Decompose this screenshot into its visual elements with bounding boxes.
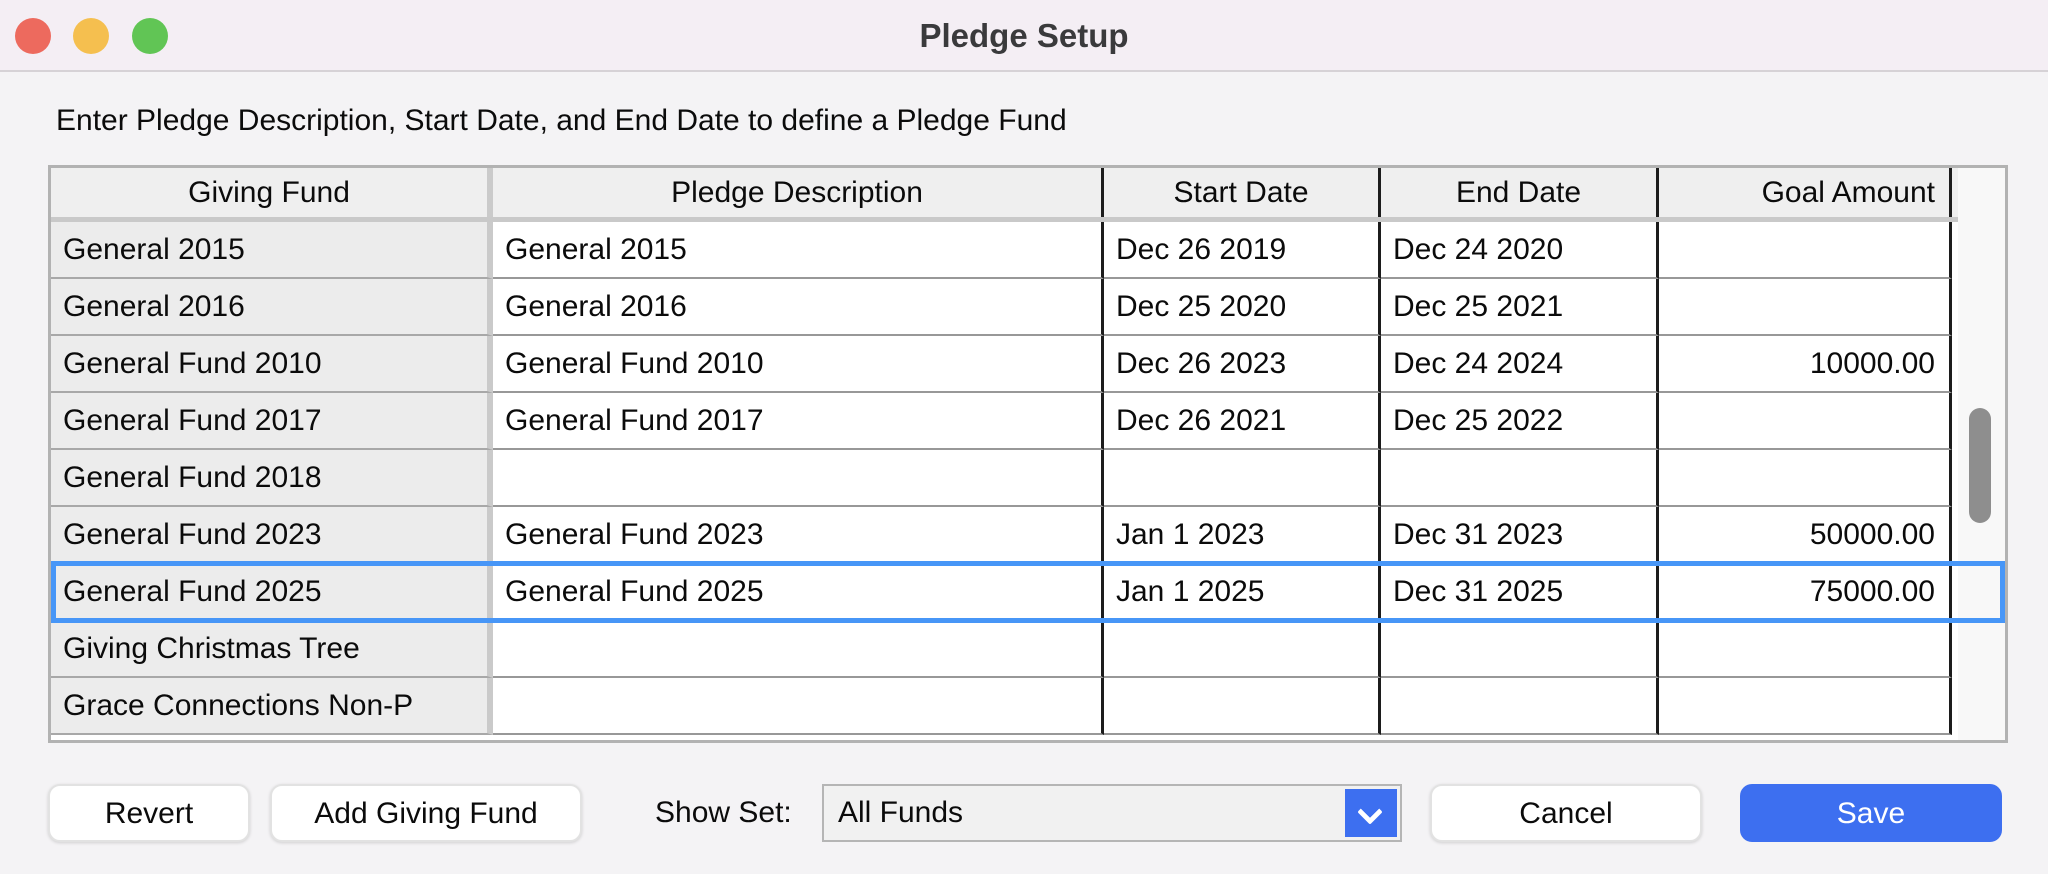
add-giving-fund-button[interactable]: Add Giving Fund — [270, 784, 582, 842]
column-header-giving-fund: Giving Fund — [51, 168, 493, 217]
chevron-down-icon — [1357, 799, 1383, 825]
cell-start-date[interactable] — [1104, 450, 1381, 507]
cell-pledge-description[interactable] — [493, 678, 1104, 735]
cell-goal-amount[interactable] — [1659, 621, 1952, 678]
cell-goal-amount[interactable] — [1659, 222, 1952, 279]
cell-pledge-description[interactable]: General 2015 — [493, 222, 1104, 279]
cancel-button[interactable]: Cancel — [1430, 784, 1702, 842]
cell-start-date[interactable] — [1104, 678, 1381, 735]
cell-end-date[interactable]: Dec 25 2021 — [1381, 279, 1659, 336]
cell-goal-amount[interactable]: 10000.00 — [1659, 336, 1952, 393]
cell-end-date[interactable]: Dec 25 2022 — [1381, 393, 1659, 450]
cell-pledge-description[interactable]: General Fund 2025 — [493, 564, 1104, 621]
cell-goal-amount[interactable] — [1659, 393, 1952, 450]
column-header-end-date: End Date — [1381, 168, 1659, 217]
pledge-table: Giving Fund Pledge Description Start Dat… — [48, 165, 2008, 743]
column-header-pledge-description: Pledge Description — [493, 168, 1104, 217]
show-set-selected-value: All Funds — [838, 796, 964, 829]
cell-start-date[interactable]: Dec 26 2021 — [1104, 393, 1381, 450]
cell-end-date[interactable] — [1381, 621, 1659, 678]
cell-end-date[interactable]: Dec 31 2023 — [1381, 507, 1659, 564]
cell-giving-fund[interactable]: General Fund 2023 — [51, 507, 493, 564]
cell-goal-amount[interactable]: 75000.00 — [1659, 564, 1952, 621]
table-body: General 2015 General 2015 Dec 26 2019 Dec 2… — [51, 222, 2005, 735]
cell-end-date[interactable]: Dec 31 2025 — [1381, 564, 1659, 621]
cell-goal-amount[interactable] — [1659, 279, 1952, 336]
show-set-dropdown[interactable]: All Funds — [822, 784, 1402, 842]
revert-button[interactable]: Revert — [48, 784, 250, 842]
cell-start-date[interactable]: Dec 25 2020 — [1104, 279, 1381, 336]
table-row[interactable]: General 2015 General 2015 Dec 26 2019 Dec 2… — [51, 222, 2005, 279]
column-header-goal-amount: Goal Amount — [1659, 168, 1952, 217]
table-row[interactable]: Giving Christmas Tree — [51, 621, 2005, 678]
cell-pledge-description[interactable]: General 2016 — [493, 279, 1104, 336]
cell-start-date[interactable] — [1104, 621, 1381, 678]
cell-start-date[interactable]: Dec 26 2023 — [1104, 336, 1381, 393]
column-header-start-date: Start Date — [1104, 168, 1381, 217]
table-row[interactable]: General Fund 2018 — [51, 450, 2005, 507]
dialog-titlebar: Pledge Setup — [0, 0, 2048, 72]
cell-start-date[interactable]: Jan 1 2023 — [1104, 507, 1381, 564]
cell-end-date[interactable] — [1381, 450, 1659, 507]
cell-goal-amount[interactable] — [1659, 678, 1952, 735]
cell-giving-fund[interactable]: General 2015 — [51, 222, 493, 279]
minimize-button[interactable] — [73, 18, 109, 54]
footer-bar: Revert Add Giving Fund Show Set: All Fun… — [0, 784, 2048, 844]
table-row[interactable]: General Fund 2023 General Fund 2023 Jan 1 … — [51, 507, 2005, 564]
cell-giving-fund[interactable]: General 2016 — [51, 279, 493, 336]
cell-giving-fund[interactable]: General Fund 2018 — [51, 450, 493, 507]
cell-giving-fund[interactable]: Giving Christmas Tree — [51, 621, 493, 678]
table-row-selected[interactable]: General Fund 2025 General Fund 2025 Jan 1 … — [51, 561, 2005, 623]
cell-end-date[interactable]: Dec 24 2020 — [1381, 222, 1659, 279]
cell-pledge-description[interactable] — [493, 450, 1104, 507]
table-header-row: Giving Fund Pledge Description Start Dat… — [51, 168, 2005, 222]
cell-end-date[interactable]: Dec 24 2024 — [1381, 336, 1659, 393]
cell-pledge-description[interactable]: General Fund 2017 — [493, 393, 1104, 450]
window-title: Pledge Setup — [919, 17, 1129, 54]
cell-start-date[interactable]: Dec 26 2019 — [1104, 222, 1381, 279]
table-row[interactable]: General Fund 2010 General Fund 2010 Dec 26… — [51, 336, 2005, 393]
vertical-scrollbar-track[interactable] — [1958, 168, 2005, 740]
table-row[interactable]: General Fund 2017 General Fund 2017 Dec 26… — [51, 393, 2005, 450]
cell-pledge-description[interactable]: General Fund 2010 — [493, 336, 1104, 393]
cell-giving-fund[interactable]: General Fund 2025 — [51, 564, 493, 621]
zoom-button[interactable] — [132, 18, 168, 54]
cell-pledge-description[interactable]: General Fund 2023 — [493, 507, 1104, 564]
table-row[interactable]: General 2016 General 2016 Dec 25 2020 Dec 2… — [51, 279, 2005, 336]
cell-giving-fund[interactable]: Grace Connections Non-P — [51, 678, 493, 735]
show-set-label: Show Set: — [655, 796, 792, 829]
cell-goal-amount[interactable]: 50000.00 — [1659, 507, 1952, 564]
close-button[interactable] — [15, 18, 51, 54]
cell-start-date[interactable]: Jan 1 2025 — [1104, 564, 1381, 621]
cell-goal-amount[interactable] — [1659, 450, 1952, 507]
save-button[interactable]: Save — [1740, 784, 2002, 842]
instruction-text: Enter Pledge Description, Start Date, an… — [56, 104, 1067, 137]
table-row[interactable]: Grace Connections Non-P — [51, 678, 2005, 735]
cell-pledge-description[interactable] — [493, 621, 1104, 678]
cell-giving-fund[interactable]: General Fund 2010 — [51, 336, 493, 393]
vertical-scrollbar-thumb[interactable] — [1969, 408, 1991, 523]
cell-giving-fund[interactable]: General Fund 2017 — [51, 393, 493, 450]
dropdown-arrow-button[interactable] — [1345, 789, 1397, 837]
cell-end-date[interactable] — [1381, 678, 1659, 735]
